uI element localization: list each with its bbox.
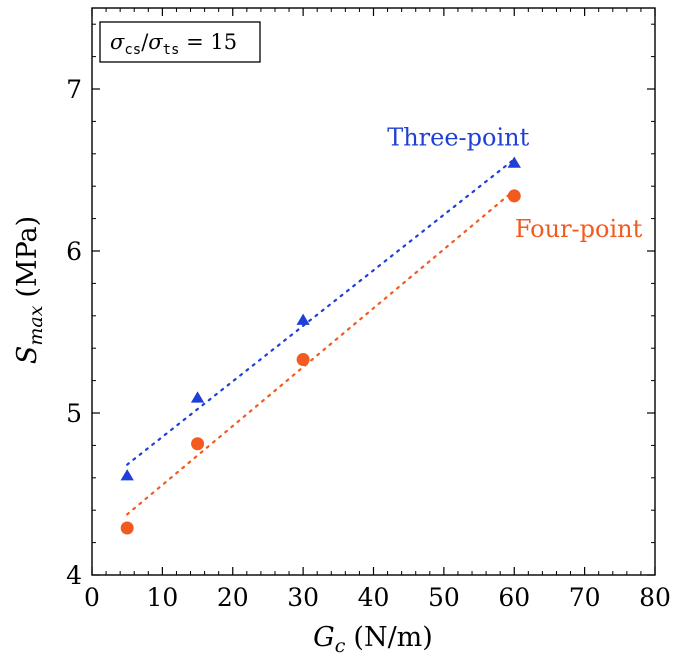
circle-marker (120, 521, 134, 535)
triangle-marker (507, 156, 521, 168)
y-tick-label: 7 (66, 75, 82, 104)
series-label: Three-point (387, 124, 529, 152)
x-tick-label: 80 (639, 583, 671, 612)
triangle-marker (190, 391, 205, 403)
annotation-text: σcs/σts = 15 (110, 30, 237, 58)
plot-frame (91, 7, 656, 576)
x-tick-label: 40 (358, 583, 390, 612)
x-tick-label: 50 (428, 583, 460, 612)
trend-line (126, 189, 516, 516)
x-tick-label: 20 (217, 583, 249, 612)
x-tick-label: 0 (84, 583, 100, 612)
x-tick-label: 60 (498, 583, 530, 612)
y-tick-label: 6 (66, 237, 82, 266)
series-three-point: Three-point (120, 124, 530, 481)
axes: 0 10 20 30 40 50 60 70 80 4 5 6 7 (66, 7, 671, 612)
circle-marker (191, 437, 205, 451)
annotation-box: σcs/σts = 15 (99, 21, 261, 63)
trend-line (126, 158, 516, 466)
series-label: Four-point (515, 215, 643, 243)
series-layer: Three-point Four-point (120, 124, 643, 535)
series-four-point: Four-point (120, 189, 643, 535)
x-tick-label: 70 (569, 583, 601, 612)
y-tick-label: 5 (66, 399, 82, 428)
x-tick-label: 10 (146, 583, 178, 612)
circle-marker (507, 189, 521, 203)
triangle-marker (296, 313, 310, 325)
circle-marker (296, 353, 310, 367)
annotation-frame (99, 21, 261, 63)
triangle-marker (120, 469, 134, 481)
y-tick-label: 4 (66, 561, 82, 590)
x-axis-title: Gc (N/m) (313, 622, 433, 657)
x-tick-label: 30 (287, 583, 319, 612)
y-axis-title: Smax(MPa) (12, 216, 47, 364)
